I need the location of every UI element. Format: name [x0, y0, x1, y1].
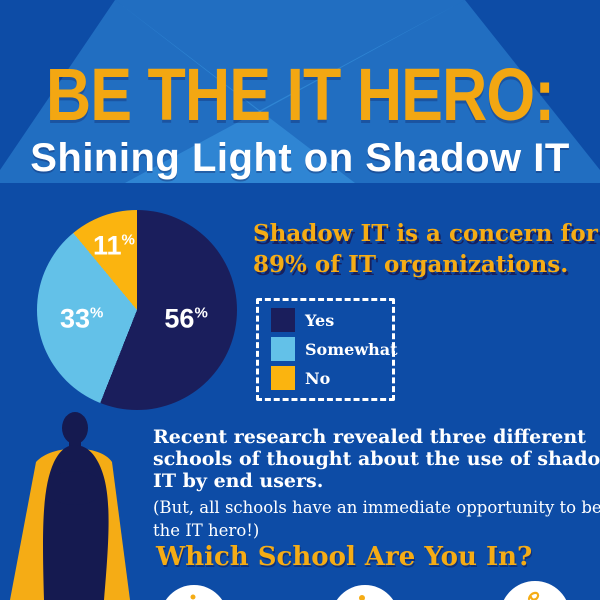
school-circle-1: [165, 585, 223, 600]
school-icon-1: [190, 594, 196, 600]
legend-label-somewhat: Somewhat: [305, 339, 398, 359]
page-title: BE THE IT HERO:: [45, 52, 555, 136]
pie-slice-label: 56%: [164, 303, 208, 334]
body-paragraph: Recent research revealed three different…: [153, 426, 600, 492]
pie-slice-label: 11%: [93, 230, 135, 261]
note-line-2: the IT hero!): [153, 521, 260, 540]
legend-label-no: No: [305, 368, 331, 388]
hero-silhouette: [10, 412, 130, 600]
spotlight-beams: [0, 0, 600, 183]
school-circle-2: [336, 585, 394, 600]
pie-slice-label: 33%: [59, 303, 104, 334]
school-icon-3: [527, 591, 540, 600]
body-line-3: IT by end users.: [153, 470, 324, 492]
concern-line-1: Shadow IT is a concern for: [253, 220, 598, 247]
legend-swatch-no: [271, 366, 295, 390]
legend-swatch-somewhat: [271, 337, 295, 361]
school-circle-3: [503, 581, 567, 600]
pie-chart: 56% 33% 11%: [37, 210, 237, 410]
body-note: (But, all schools have an immediate oppo…: [153, 496, 600, 542]
chart-legend: Yes Somewhat No: [256, 298, 398, 401]
legend-item-somewhat: Somewhat: [271, 337, 398, 361]
note-line-1: (But, all schools have an immediate oppo…: [153, 498, 600, 517]
legend-item-no: No: [271, 366, 330, 390]
concern-line-2: 89% of IT organizations.: [253, 251, 569, 278]
legend-swatch-yes: [271, 308, 295, 332]
hero-body-icon: [43, 412, 109, 600]
school-icon-2: [359, 595, 365, 600]
legend-label-yes: Yes: [305, 310, 335, 330]
body-line-2: schools of thought about the use of shad…: [153, 448, 600, 470]
question-heading: Which School Are You In?: [156, 542, 533, 572]
concern-statement: Shadow IT is a concern for 89% of IT org…: [253, 218, 598, 280]
page-subtitle: Shining Light on Shadow IT: [30, 136, 570, 180]
legend-item-yes: Yes: [271, 308, 334, 332]
body-line-1: Recent research revealed three different: [153, 426, 586, 448]
